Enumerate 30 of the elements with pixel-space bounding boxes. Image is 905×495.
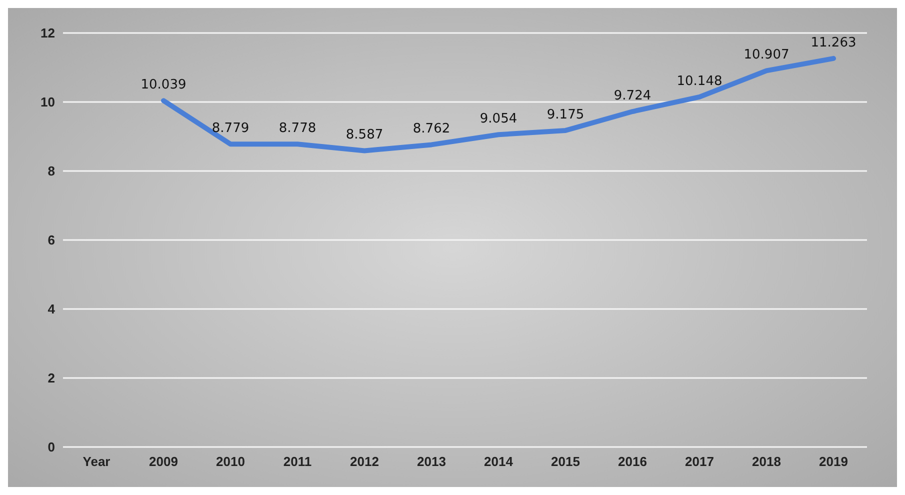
y-tick-label: 4 — [48, 302, 56, 316]
data-label: 9.054 — [480, 112, 518, 127]
x-tick-label: 2016 — [618, 454, 647, 469]
data-label: 9.724 — [614, 88, 652, 104]
x-tick-label: 2017 — [685, 454, 714, 469]
x-tick-label: 2019 — [819, 454, 848, 469]
y-tick-label: 0 — [48, 440, 55, 454]
y-tick-label: 12 — [40, 26, 55, 40]
y-tick-label: 8 — [48, 164, 55, 178]
x-tick-label: 2010 — [216, 454, 245, 469]
x-tick-label: 2009 — [149, 454, 178, 469]
x-tick-label: 2014 — [484, 454, 514, 469]
x-tick-label: Year — [82, 454, 110, 469]
data-label: 10.148 — [676, 74, 722, 89]
data-label: 8.779 — [212, 121, 250, 136]
data-label: 8.778 — [278, 121, 316, 136]
y-tick-label: 2 — [48, 370, 55, 386]
y-tick-label: 6 — [48, 232, 55, 248]
data-label: 8.587 — [346, 128, 384, 143]
data-label: 9.175 — [546, 107, 584, 122]
x-tick-label: 2018 — [752, 454, 781, 469]
data-label: 11.263 — [810, 35, 856, 50]
data-label: 10.039 — [140, 78, 186, 93]
y-tick-label: 10 — [40, 94, 55, 110]
x-tick-label: 2013 — [417, 454, 446, 469]
data-label: 10.907 — [744, 48, 790, 63]
data-label: 8.762 — [412, 122, 450, 137]
x-tick-label: 2012 — [350, 454, 379, 469]
x-tick-label: 2015 — [551, 454, 580, 469]
x-tick-label: 2011 — [283, 454, 312, 469]
